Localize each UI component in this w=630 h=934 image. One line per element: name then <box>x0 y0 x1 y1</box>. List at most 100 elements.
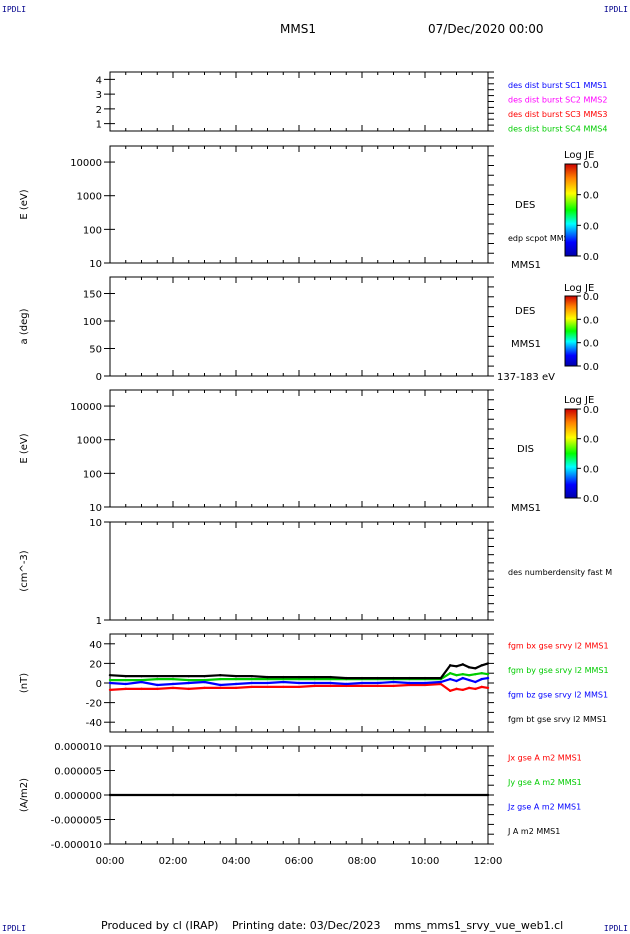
series-point <box>486 662 490 665</box>
series-point <box>461 676 464 680</box>
series-point <box>313 681 316 685</box>
colorbar <box>564 163 578 257</box>
series-point <box>234 677 238 681</box>
series-point <box>313 684 316 688</box>
series-point <box>140 678 143 682</box>
colorbar-title: Log JE <box>564 283 594 294</box>
series-point <box>140 687 143 691</box>
spacecraft-title: MMS1 <box>280 22 316 36</box>
colorbar-title: Log JE <box>564 150 594 161</box>
series-point <box>124 682 127 686</box>
y-tick-label: 10 <box>89 518 102 529</box>
series-point <box>282 677 285 681</box>
y-axis-label: E (eV) <box>19 433 30 463</box>
y-axis-label: (cm^-3) <box>19 550 30 591</box>
panel-frame-des-energy-spectrogram <box>109 145 489 264</box>
series-point <box>234 674 238 678</box>
series-point <box>449 677 452 681</box>
legend-entry: fgm by gse srvy l2 MMS1 <box>508 666 609 675</box>
x-tick-label: 00:00 <box>96 856 125 867</box>
series-point <box>234 793 238 797</box>
series-point <box>408 676 411 680</box>
y-tick-label: 3 <box>96 90 102 101</box>
colorbar-tick-label: 0.0 <box>583 405 599 416</box>
y-tick-label: 0.000000 <box>54 791 102 802</box>
colorbar-tick-label: 0.0 <box>583 494 599 505</box>
footer-filename: mms_mms1_srvy_vue_web1.cl <box>394 919 564 932</box>
colorbar-tick-label: 0.0 <box>583 339 599 350</box>
legend-entry: Jx gse A m2 MMS1 <box>507 754 582 763</box>
series-point <box>108 681 112 685</box>
y-tick-label: 0 <box>96 372 102 383</box>
series-point <box>187 681 190 685</box>
x-tick-label: 10:00 <box>411 856 440 867</box>
y-tick-label: 0 <box>96 679 102 690</box>
series-point <box>467 666 471 669</box>
series-point <box>392 680 395 684</box>
series-point <box>408 681 411 685</box>
series-point <box>345 682 348 686</box>
series-point <box>467 673 471 677</box>
series-point <box>171 686 175 690</box>
right-label: DES <box>515 200 535 211</box>
y-tick-label: 1 <box>96 616 102 627</box>
x-tick-label: 02:00 <box>159 856 188 867</box>
datetime-title: 07/Dec/2020 00:00 <box>428 22 544 36</box>
series-point <box>423 683 427 687</box>
series-point <box>423 681 427 685</box>
series-point <box>486 793 490 797</box>
legend-entry: J A m2 MMS1 <box>507 827 560 836</box>
series-point <box>345 684 348 688</box>
x-tick-label: 04:00 <box>222 856 251 867</box>
series-point <box>187 674 190 678</box>
y-tick-label: -40 <box>86 718 102 729</box>
series-point <box>329 681 332 685</box>
colorbar <box>564 408 578 499</box>
x-tick-label: 06:00 <box>285 856 314 867</box>
y-axis-label: E (eV) <box>19 189 30 219</box>
legend-entry: des dist burst SC1 MMS1 <box>508 81 607 90</box>
series-point <box>480 677 483 681</box>
series-point <box>392 684 395 688</box>
series-point <box>474 672 477 676</box>
y-tick-label: 100 <box>83 225 102 236</box>
corner-label-bottom-right: IPDLI <box>603 924 628 933</box>
series-point <box>203 680 206 684</box>
right-label: DIS <box>517 444 534 455</box>
legend-entry: fgm bz gse srvy l2 MMS1 <box>508 691 608 700</box>
series-point <box>203 678 206 682</box>
series-point <box>345 676 348 680</box>
series-point <box>360 681 364 685</box>
series-point <box>156 674 159 678</box>
legend-entry: fgm bt gse srvy l2 MMS1 <box>508 715 607 724</box>
series-point <box>329 677 332 681</box>
series-point <box>282 675 285 679</box>
series-point <box>360 793 364 797</box>
y-tick-label: 0.000010 <box>54 742 102 753</box>
series-point <box>455 687 458 691</box>
footer: Produced by cl (IRAP) Printing date: 03/… <box>101 919 573 932</box>
series-point <box>124 687 127 691</box>
colorbar <box>564 295 578 367</box>
series-point <box>171 793 175 797</box>
series-point <box>329 675 332 679</box>
panel-frame-des-pitch-angle <box>109 276 489 377</box>
series-point <box>266 675 269 679</box>
series-point <box>171 682 175 686</box>
series-point <box>480 672 483 675</box>
series-point <box>313 675 316 679</box>
series-point <box>376 681 379 685</box>
series-point <box>266 677 269 681</box>
series-point <box>297 677 301 681</box>
series-point <box>234 686 238 690</box>
y-tick-label: 2 <box>96 105 102 116</box>
y-tick-label: 10 <box>89 259 102 270</box>
y-tick-label: 1 <box>96 120 102 131</box>
legend-entry: des dist burst SC2 MMS2 <box>508 96 607 105</box>
y-tick-label: 10000 <box>70 402 102 413</box>
series-point <box>156 677 159 681</box>
series-point <box>124 674 127 678</box>
series-point <box>461 688 464 692</box>
series-point <box>297 685 301 689</box>
